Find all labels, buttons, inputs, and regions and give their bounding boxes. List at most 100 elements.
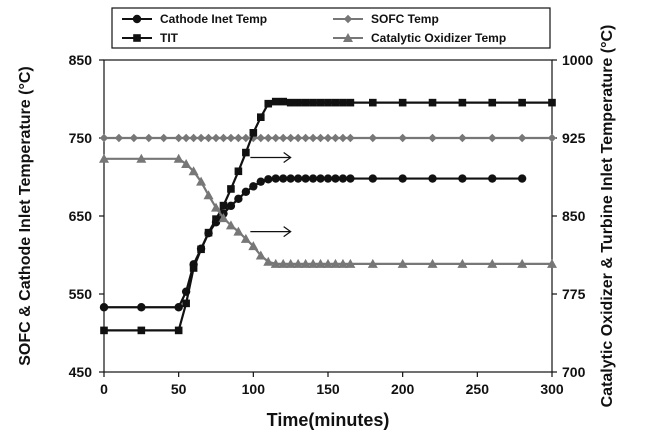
data-point-catalytic-oxidizer-temp — [487, 258, 498, 268]
legend-marker-catalytic-oxidizer-temp — [343, 33, 353, 42]
data-point-catalytic-oxidizer-temp — [517, 258, 528, 268]
data-point-catalytic-oxidizer-temp — [457, 258, 468, 268]
legend-label-catalytic-oxidizer-temp: Catalytic Oxidizer Temp — [371, 31, 506, 45]
legend-entry-tit: TIT — [122, 31, 179, 45]
data-point-tit — [279, 97, 287, 106]
data-point-tit — [264, 99, 273, 108]
data-point-tit — [242, 148, 250, 157]
x-tick-label: 300 — [540, 381, 564, 397]
data-point-tit — [309, 98, 317, 107]
data-point-sofc-temp — [264, 133, 273, 143]
data-point-sofc-temp — [256, 133, 265, 143]
y-axis-left-title: SOFC & Cathode Inlet Temperature (°C) — [17, 66, 34, 365]
data-point-catalytic-oxidizer-temp — [99, 153, 109, 163]
data-point-sofc-temp — [398, 133, 407, 143]
data-point-sofc-temp — [458, 133, 467, 143]
data-point-sofc-temp — [189, 133, 198, 143]
data-point-tit — [137, 326, 146, 335]
data-point-cathode-inet-temp — [316, 174, 325, 183]
y-left-tick-label: 850 — [69, 52, 93, 68]
data-point-catalytic-oxidizer-temp — [218, 213, 229, 223]
data-point-cathode-inet-temp — [99, 303, 109, 312]
data-point-sofc-temp — [323, 133, 333, 143]
data-point-tit — [227, 185, 235, 193]
y-right-tick-label: 775 — [562, 286, 586, 302]
plot-area — [103, 59, 553, 373]
data-point-tit — [339, 98, 347, 107]
data-point-sofc-temp — [114, 133, 124, 143]
data-point-sofc-temp — [331, 133, 340, 143]
data-point-sofc-temp — [286, 133, 295, 143]
data-point-catalytic-oxidizer-temp — [323, 258, 333, 268]
data-point-tit — [294, 98, 302, 107]
data-point-catalytic-oxidizer-temp — [308, 258, 319, 268]
data-point-cathode-inet-temp — [517, 174, 527, 183]
data-point-tit — [100, 326, 108, 335]
data-point-cathode-inet-temp — [264, 175, 273, 184]
data-point-cathode-inet-temp — [137, 303, 146, 312]
legend-entry-catalytic-oxidizer-temp: Catalytic Oxidizer Temp — [333, 31, 506, 45]
data-point-cathode-inet-temp — [271, 174, 280, 183]
y-left-tick-label: 650 — [69, 208, 93, 224]
data-point-catalytic-oxidizer-temp — [240, 233, 251, 243]
data-point-sofc-temp — [181, 133, 191, 143]
data-point-cathode-inet-temp — [234, 194, 243, 204]
data-point-tit — [197, 245, 205, 254]
y-right-tick-label: 925 — [562, 130, 586, 146]
legend-marker-cathode-inet-temp — [132, 14, 142, 24]
data-point-catalytic-oxidizer-temp — [397, 258, 408, 268]
legend-label-tit: TIT — [160, 31, 179, 45]
data-point-catalytic-oxidizer-temp — [285, 258, 296, 268]
data-point-catalytic-oxidizer-temp — [196, 176, 207, 186]
data-point-tit — [286, 98, 295, 107]
legend-entry-cathode-inet-temp: Cathode Inet Temp — [122, 12, 267, 26]
data-point-tit — [234, 167, 243, 176]
data-point-cathode-inet-temp — [279, 174, 288, 183]
y-left-tick-label: 750 — [69, 130, 93, 146]
data-point-catalytic-oxidizer-temp — [233, 226, 244, 236]
data-point-cathode-inet-temp — [249, 182, 258, 191]
series-tit — [100, 97, 556, 335]
data-point-sofc-temp — [196, 133, 206, 143]
data-point-cathode-inet-temp — [293, 174, 303, 183]
data-point-tit — [204, 228, 213, 237]
data-point-sofc-temp — [211, 133, 221, 143]
data-point-cathode-inet-temp — [308, 174, 318, 183]
series-sofc-temp — [99, 133, 557, 143]
y-left-tick-label: 450 — [69, 364, 93, 380]
data-point-sofc-temp — [428, 133, 437, 143]
data-point-sofc-temp — [99, 133, 109, 143]
y-right-tick-label: 850 — [562, 208, 586, 224]
data-point-sofc-temp — [517, 133, 527, 143]
data-point-cathode-inet-temp — [488, 174, 497, 183]
data-point-cathode-inet-temp — [331, 174, 340, 183]
y-left-tick-label: 550 — [69, 286, 93, 302]
data-point-tit — [249, 129, 258, 137]
data-point-sofc-temp — [234, 133, 243, 143]
data-point-catalytic-oxidizer-temp — [278, 258, 289, 268]
data-point-catalytic-oxidizer-temp — [225, 220, 236, 230]
data-point-tit — [316, 98, 325, 107]
data-point-sofc-temp — [279, 133, 288, 143]
data-point-catalytic-oxidizer-temp — [211, 202, 221, 212]
data-point-catalytic-oxidizer-temp — [315, 258, 326, 268]
data-point-catalytic-oxidizer-temp — [263, 256, 274, 266]
data-point-cathode-inet-temp — [256, 177, 265, 186]
data-point-tit — [548, 98, 556, 107]
data-point-tit — [189, 264, 198, 272]
y-right-tick-label: 1000 — [562, 52, 593, 68]
data-point-catalytic-oxidizer-temp — [345, 258, 356, 268]
data-point-sofc-temp — [219, 133, 228, 143]
data-point-tit — [271, 97, 280, 106]
data-point-catalytic-oxidizer-temp — [255, 250, 266, 260]
data-point-catalytic-oxidizer-temp — [367, 258, 378, 268]
data-point-sofc-temp — [293, 133, 303, 143]
arrow-annotation — [250, 226, 292, 238]
data-point-cathode-inet-temp — [346, 174, 355, 183]
data-point-cathode-inet-temp — [338, 174, 348, 183]
data-point-sofc-temp — [241, 133, 251, 143]
data-point-catalytic-oxidizer-temp — [293, 258, 304, 268]
data-point-cathode-inet-temp — [241, 187, 251, 197]
data-point-tit — [346, 98, 355, 107]
